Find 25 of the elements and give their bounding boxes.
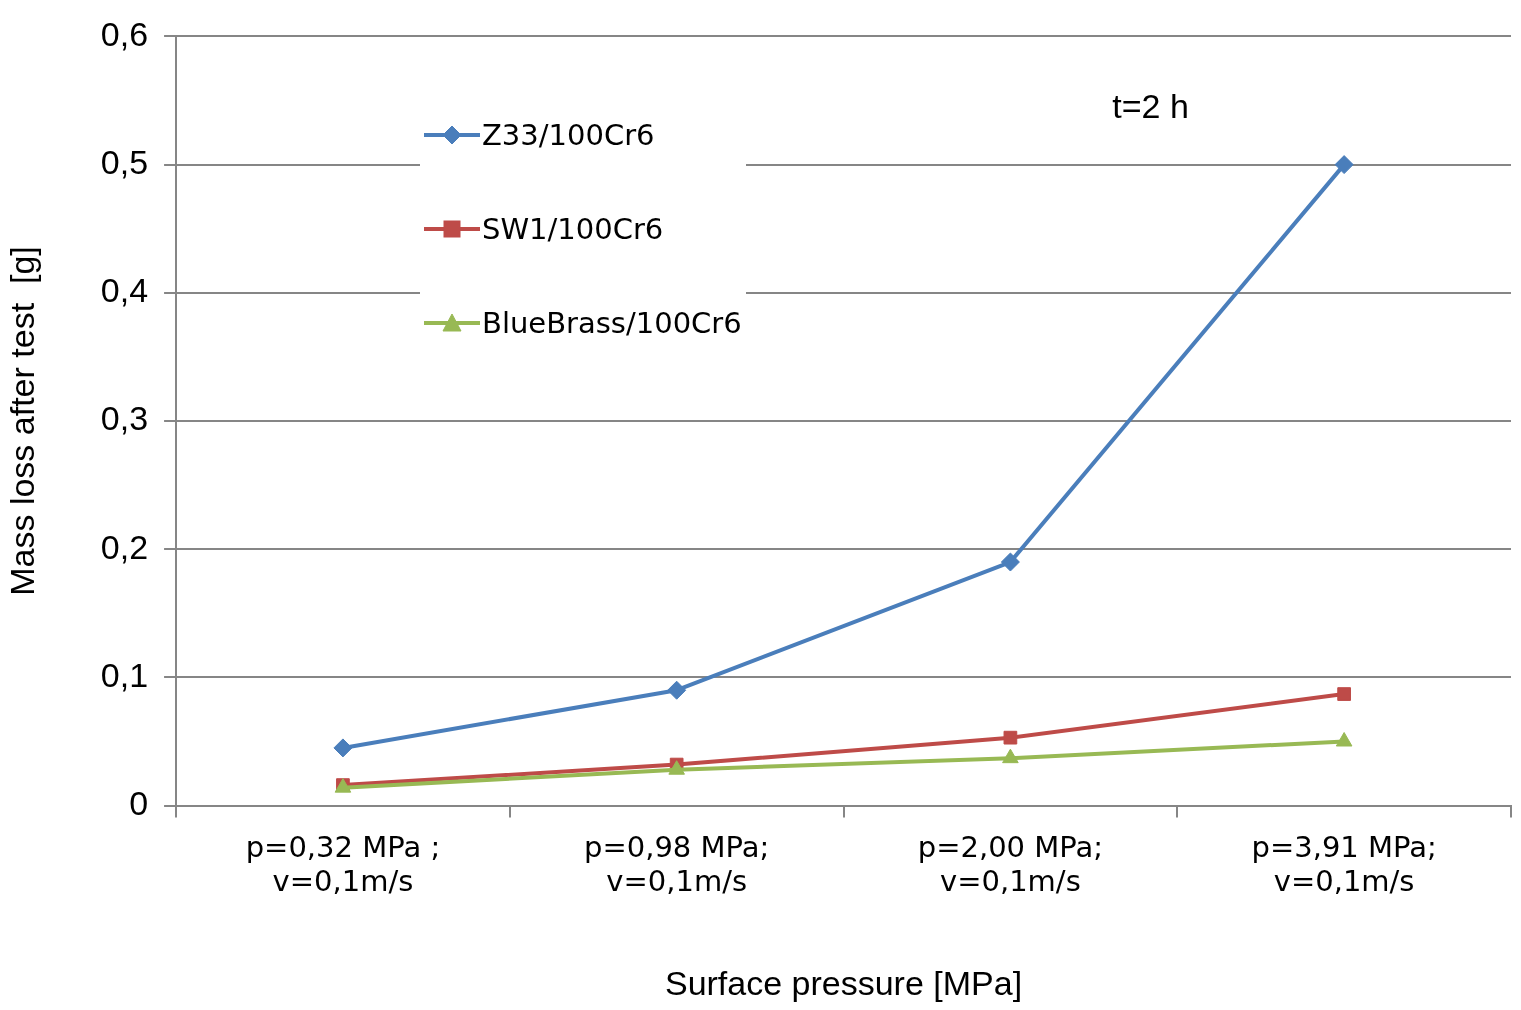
point [1002,748,1019,764]
point [333,738,353,758]
y-tick-label: 0,4 [100,271,149,310]
y-tick-label: 0,1 [100,655,149,694]
legend-label: SW1/100Cr6 [482,212,664,246]
point [1335,732,1353,747]
x-tick-label: p=2,00 MPa; v=0,1m/s [917,829,1104,899]
point [667,680,687,700]
legend-label: BlueBrass/100Cr6 [482,306,742,340]
point [1000,552,1020,572]
point [1334,155,1354,175]
y-axis-title: Mass loss after test [g] [2,246,41,596]
point [1003,730,1018,745]
x-tick-label: p=3,91 MPa; v=0,1m/s [1251,829,1437,899]
point [1337,687,1351,701]
x-axis-title: Surface pressure [MPa] [664,963,1023,1002]
y-tick-label: 0 [129,783,149,822]
y-tick-label: 0,2 [100,527,149,566]
y-tick-label: 0,5 [100,142,149,181]
y-tick-label: 0,6 [100,14,149,53]
x-tick-label: p=0,98 MPa; v=0,1m/s [584,829,770,899]
x-tick-label: p=0,32 MPa ; v=0,1m/s [245,829,441,899]
y-tick-label: 0,3 [100,399,149,438]
annotation: t=2 h [1112,87,1189,126]
legend-label: Z33/100Cr6 [482,118,655,152]
